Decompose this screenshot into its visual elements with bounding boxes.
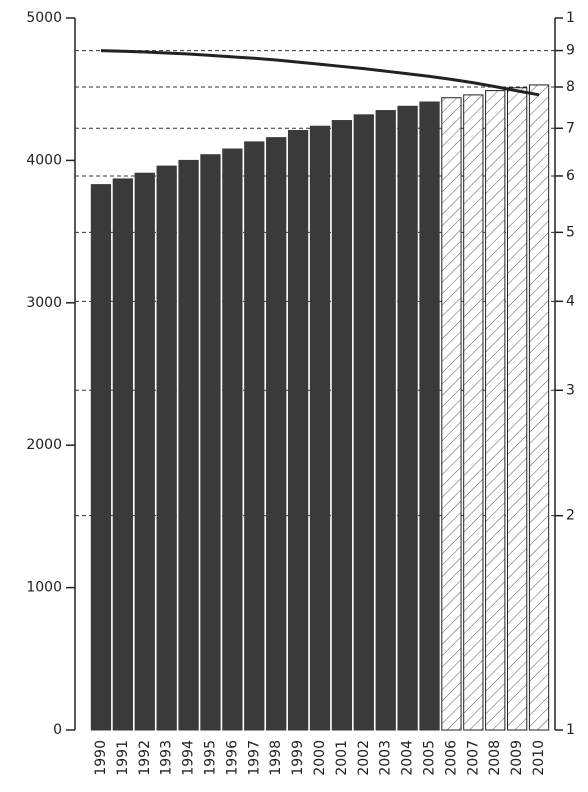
bar xyxy=(331,120,353,731)
x-tick-label: 2000 xyxy=(312,740,328,776)
x-tick-label: 2001 xyxy=(334,740,350,776)
x-tick-label: 1995 xyxy=(202,740,218,776)
x-tick-label: 1993 xyxy=(159,740,175,776)
x-tick-label: 2003 xyxy=(378,740,394,776)
bar xyxy=(485,90,506,731)
x-tick-label: 2006 xyxy=(443,740,459,776)
x-tick-label: 1999 xyxy=(290,740,306,776)
y-tick-label: 3000 xyxy=(26,295,62,311)
x-tick-label: 1994 xyxy=(181,740,197,776)
bar xyxy=(419,101,440,731)
x-tick-label: 2009 xyxy=(509,740,525,776)
y2-tick-label: 8 xyxy=(566,79,575,95)
bar xyxy=(266,137,287,731)
bar xyxy=(353,114,374,731)
bar xyxy=(178,159,199,731)
x-tick-label: 2008 xyxy=(487,740,503,776)
bar xyxy=(90,184,112,731)
y2-tick-label: 1 xyxy=(566,10,575,26)
bar xyxy=(244,141,265,731)
y2-tick-label: 1 xyxy=(566,722,575,738)
x-tick-label: 1998 xyxy=(268,740,284,776)
y2-tick-label: 5 xyxy=(566,224,575,240)
y2-tick-label: 9 xyxy=(566,43,575,59)
bar xyxy=(200,154,221,731)
y-tick-label: 4000 xyxy=(26,152,62,168)
x-tick-label: 1992 xyxy=(137,740,153,776)
y-tick-label: 5000 xyxy=(26,10,62,26)
bar xyxy=(309,125,331,731)
bar xyxy=(156,165,177,731)
x-tick-label: 1991 xyxy=(115,740,131,776)
bar xyxy=(134,172,155,731)
x-tick-label: 2005 xyxy=(422,740,438,776)
bar xyxy=(112,178,133,731)
bar xyxy=(375,110,396,731)
line xyxy=(100,49,540,97)
y-tick-label: 1000 xyxy=(26,580,62,596)
y2-tick-label: 7 xyxy=(566,120,575,136)
bar xyxy=(463,94,484,731)
x-tick-label: 2002 xyxy=(356,740,372,776)
x-tick-label: 2010 xyxy=(531,740,547,776)
bar xyxy=(287,129,309,731)
y-tick-label: 0 xyxy=(53,722,62,738)
x-tick-label: 2007 xyxy=(465,740,481,776)
bar xyxy=(441,97,462,731)
y-tick-label: 2000 xyxy=(26,437,62,453)
bar xyxy=(528,84,550,731)
x-tick-label: 2004 xyxy=(400,740,416,776)
y2-tick-label: 6 xyxy=(566,168,575,184)
bar xyxy=(507,87,528,731)
x-tick-label: 1997 xyxy=(246,740,262,776)
y2-tick-label: 4 xyxy=(566,293,575,309)
bar xyxy=(397,105,418,731)
y2-tick-label: 3 xyxy=(566,382,575,398)
bar xyxy=(222,148,243,731)
y2-tick-label: 2 xyxy=(566,508,575,524)
x-tick-label: 1990 xyxy=(93,740,109,776)
x-tick-label: 1996 xyxy=(224,740,240,776)
